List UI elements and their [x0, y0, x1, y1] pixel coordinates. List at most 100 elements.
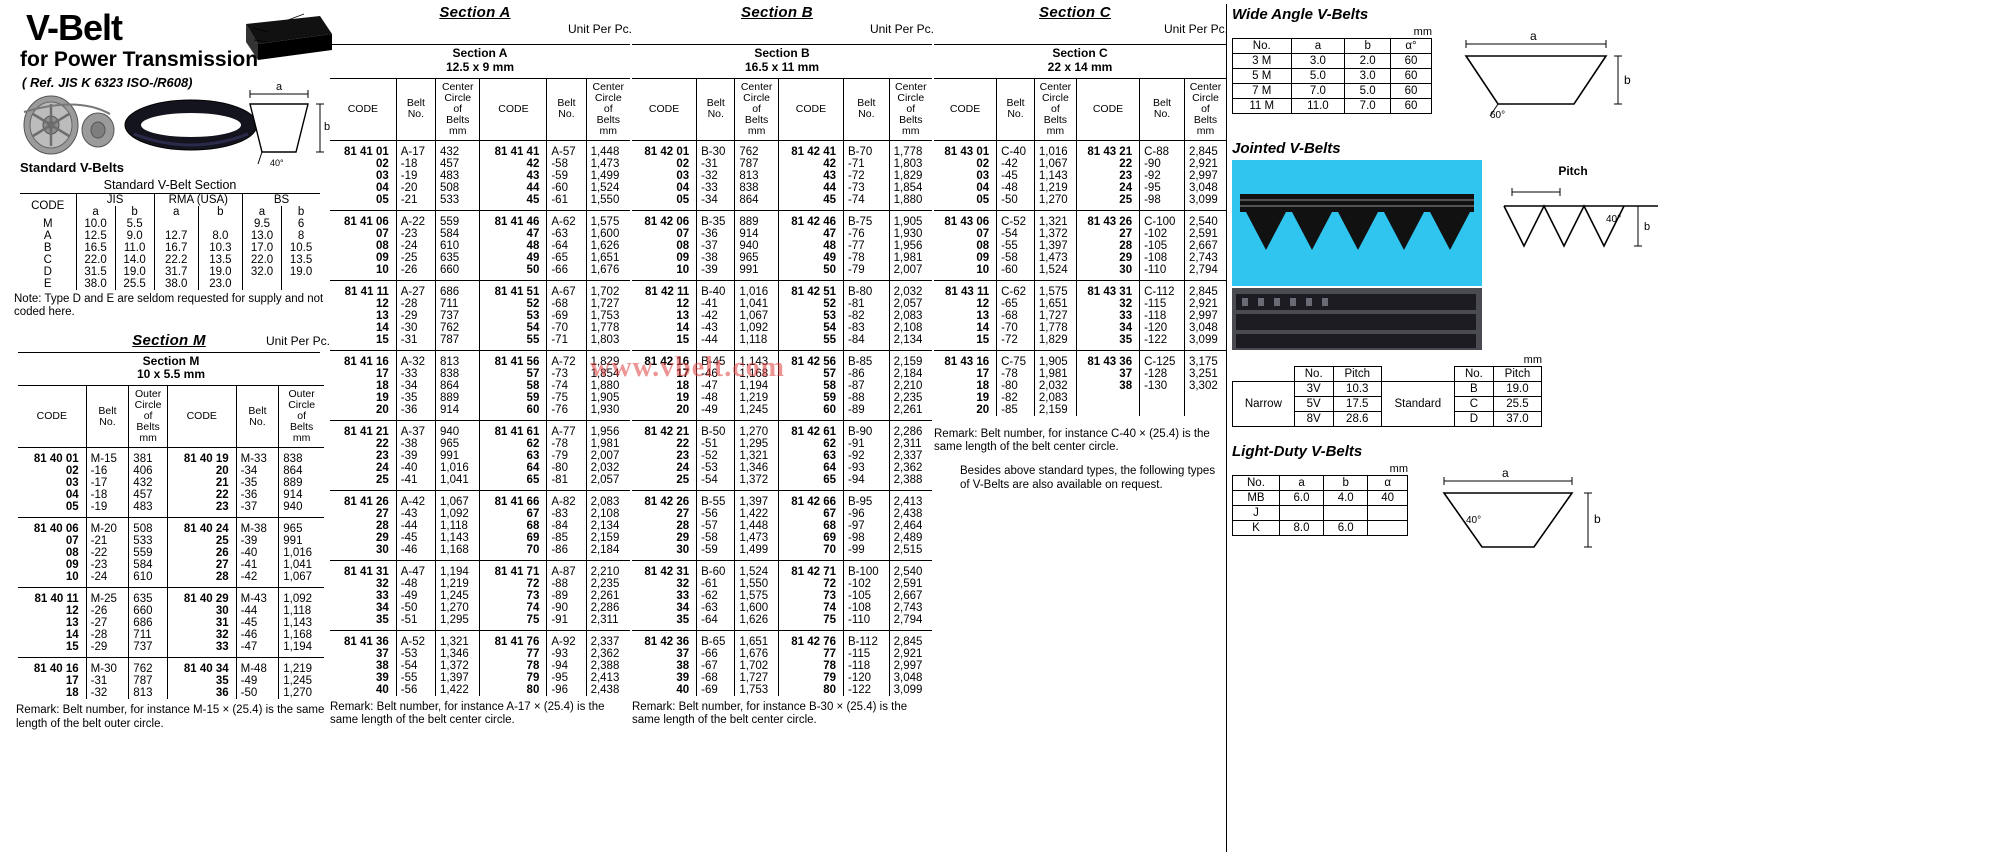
- cell-belt-no: -98: [1139, 193, 1185, 211]
- light-duty-table: No. a b α MB 6.0 4.0 40 J K 8.0 6.0: [1232, 475, 1408, 536]
- cell-belt-no: -41: [236, 559, 280, 572]
- cell-code: 81 41 71: [479, 560, 548, 578]
- cell-code: 55: [778, 333, 845, 351]
- cell-bs_b: 8: [297, 230, 305, 243]
- cell-code: 70: [479, 543, 548, 561]
- cell-jis_b: 19.0: [115, 266, 155, 279]
- cell-circle-mm: 2,184: [586, 543, 630, 561]
- cell-code: 67: [778, 507, 845, 520]
- section-b-size: 16.5 x 11 mm: [744, 59, 820, 74]
- cell-circle-mm: 1,600: [590, 227, 620, 240]
- table-cell: 60: [1390, 83, 1432, 99]
- table-cell: [1367, 520, 1408, 536]
- table-row: 81 41 11 A-27 686 81 41 51 A-67 1,702: [330, 280, 630, 298]
- cell-code: 47: [479, 227, 548, 240]
- cell-rma_b: 23.0: [198, 278, 243, 291]
- cell-code: 67: [479, 507, 548, 520]
- cell-code: 10: [18, 571, 87, 589]
- table-cell: K: [1232, 520, 1280, 536]
- cell-circle-mm: 660: [435, 263, 481, 281]
- cell-circle-mm: 1,575: [734, 589, 779, 602]
- table-row: 81 42 31 B-60 1,524 81 42 71 B-100 2,540: [632, 560, 932, 578]
- cell-code: 68: [778, 519, 845, 532]
- belt-construction-diagram: [246, 13, 332, 60]
- cell-code: 07: [632, 227, 698, 240]
- cell-circle-mm: 1,016: [283, 547, 313, 560]
- cell-circle-mm: 483: [128, 501, 168, 519]
- cell-circle-mm: 1,676: [586, 263, 630, 281]
- table-row: 15 -72 1,829 35 -122 3,099: [934, 333, 1226, 351]
- cell-belt-no: -115: [1139, 297, 1185, 310]
- cell-circle-mm: 787: [734, 157, 779, 170]
- cell-circle-mm: 1,473: [590, 157, 620, 170]
- cell-code: 81 41 16: [330, 350, 397, 368]
- cell-belt-no: -39: [236, 535, 280, 548]
- section-b-column: Section B Unit Per Pc. Section B 16.5 x …: [632, 4, 934, 728]
- table-row: 25 -41 1,041 65 -81 2,057: [330, 473, 630, 491]
- section-m-title: Section M: [132, 331, 206, 349]
- cell-belt-no: -51: [696, 437, 736, 450]
- col-belt-no-: Belt No.: [843, 77, 890, 141]
- cell-circle-mm: 2,794: [889, 613, 932, 631]
- cell-code: 81 42 46: [778, 210, 845, 228]
- jointed-title: Jointed V-Belts: [1232, 140, 1341, 157]
- cell-circle-mm: 1,270: [1034, 193, 1077, 211]
- cell-code: 33: [167, 641, 237, 659]
- cell-belt-no: -24: [396, 239, 436, 252]
- cell-code: 35: [167, 675, 237, 688]
- cell-code: 07: [934, 227, 998, 240]
- table-row: 12 -41 1,041 52 -81 2,057: [632, 297, 932, 310]
- cell-code: 63: [479, 449, 548, 462]
- page-title: V-Belt: [26, 7, 123, 48]
- wide-angle-unit: mm: [1413, 26, 1432, 38]
- svg-text:60°: 60°: [1490, 110, 1505, 121]
- cell-belt-no: -46: [236, 629, 280, 642]
- cell-belt-no: B-90: [843, 420, 890, 438]
- cell-circle-mm: 2,845: [1188, 285, 1218, 298]
- cell-code: 28: [632, 519, 698, 532]
- cell-code: 05: [330, 193, 397, 211]
- cell-belt-no: -102: [843, 577, 890, 590]
- cell-code: 07: [18, 535, 87, 548]
- cell-circle-mm: 533: [128, 535, 168, 548]
- cell-circle-mm: 2,159: [893, 355, 923, 368]
- cell-belt-no: -89: [546, 589, 587, 602]
- cell-circle-mm: 2,413: [590, 671, 620, 684]
- cell-code: 14: [330, 321, 397, 334]
- cell-belt-no: -33: [396, 367, 436, 380]
- col-group-label: [1233, 367, 1295, 382]
- cell-code: 81 42 21: [632, 420, 698, 438]
- cell-code: 29: [330, 531, 397, 544]
- table-cell: 10.3: [1332, 381, 1382, 397]
- cell-code: 42: [778, 157, 845, 170]
- cell-code: [1076, 403, 1141, 416]
- cell-circle-mm: 3,048: [893, 671, 923, 684]
- cell-belt-no: -67: [696, 659, 736, 672]
- section-b-title: Section B: [741, 4, 813, 21]
- table-row: 03 -17 432 21 -35 889: [18, 477, 324, 490]
- cell-belt-no: -17: [86, 477, 130, 490]
- table-cell: 11 M: [1232, 98, 1292, 114]
- cell-code: 69: [479, 531, 548, 544]
- cell-code: 09: [330, 251, 397, 264]
- table-row: 07 -54 1,372 27 -102 2,591: [934, 227, 1226, 240]
- cell-code: 50: [778, 263, 845, 281]
- cell-circle-mm: 660: [128, 605, 168, 618]
- cell-circle-mm: [1184, 404, 1226, 416]
- cell-belt-no: -31: [86, 675, 130, 688]
- table-row: 33 -62 1,575 73 -105 2,667: [632, 589, 932, 602]
- cell-belt-no: -83: [843, 321, 890, 334]
- cell-circle-mm: 1,321: [1034, 210, 1077, 228]
- cell-code: 19: [934, 391, 998, 404]
- cell-code: 81 41 61: [479, 420, 548, 438]
- table-cell: 3 M: [1232, 53, 1292, 69]
- table-row: 10 -60 1,524 30 -110 2,794: [934, 263, 1226, 281]
- cell-code: 18: [18, 687, 87, 700]
- cell-belt-no: -118: [843, 659, 890, 672]
- cell-code: 81 42 66: [778, 490, 845, 508]
- cell-belt-no: -29: [86, 641, 130, 659]
- table-row: 34 -63 1,600 74 -108 2,743: [632, 601, 932, 614]
- section-a-unit: Unit Per Pc.: [567, 22, 632, 36]
- table-cell: 19.0: [1492, 381, 1543, 397]
- cell-belt-no: B-95: [843, 490, 890, 508]
